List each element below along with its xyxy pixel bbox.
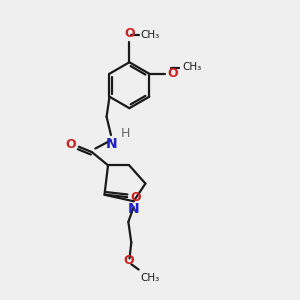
- Text: O: O: [65, 139, 76, 152]
- Text: CH₃: CH₃: [141, 273, 160, 283]
- Text: O: O: [167, 67, 178, 80]
- Text: CH₃: CH₃: [182, 62, 202, 72]
- Text: H: H: [120, 127, 130, 140]
- Text: O: O: [124, 28, 135, 40]
- Text: N: N: [106, 137, 117, 151]
- Text: O: O: [123, 254, 134, 267]
- Text: O: O: [130, 190, 141, 204]
- Text: N: N: [128, 202, 140, 216]
- Text: CH₃: CH₃: [141, 30, 160, 40]
